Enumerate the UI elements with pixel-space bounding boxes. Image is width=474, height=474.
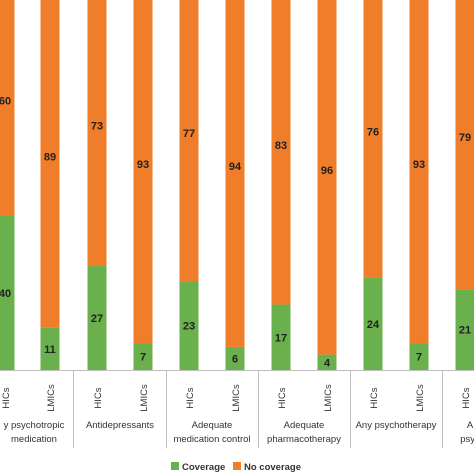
label-coverage-8: 24 bbox=[367, 319, 380, 331]
x-axis: HICs LMICs HICs LMICs HICs LMICs HICs LMICs HICs… bbox=[0, 370, 474, 448]
label-no-coverage-2: 73 bbox=[91, 121, 103, 133]
label-no-coverage-3: 93 bbox=[137, 159, 149, 171]
bar-no-coverage-9 bbox=[409, 0, 429, 344]
tick-label-6: HICs bbox=[277, 387, 288, 408]
label-coverage-6: 17 bbox=[275, 332, 287, 344]
bar-no-coverage-7 bbox=[317, 0, 337, 355]
bar-no-coverage-0 bbox=[0, 0, 15, 216]
bar-coverage-8 bbox=[363, 277, 383, 370]
tick-label-5: LMICs bbox=[231, 384, 242, 412]
legend-swatch-coverage bbox=[171, 462, 179, 470]
group-label-3-line-0: Adequate bbox=[284, 420, 325, 431]
legend: Coverage No coverage bbox=[171, 462, 301, 473]
label-coverage-3: 7 bbox=[140, 352, 146, 364]
label-coverage-10: 21 bbox=[459, 325, 471, 337]
legend-label-coverage: Coverage bbox=[182, 462, 225, 473]
label-coverage-4: 23 bbox=[183, 321, 195, 333]
bar-coverage-10 bbox=[455, 289, 474, 370]
bar-coverage-1 bbox=[40, 327, 60, 370]
group-label-2-line-1: medication control bbox=[173, 434, 250, 445]
legend-label-no-coverage: No coverage bbox=[244, 462, 301, 473]
label-no-coverage-10: 79 bbox=[459, 132, 471, 144]
group-label-5-line-1: psyc bbox=[460, 434, 474, 445]
bar-coverage-3 bbox=[133, 343, 153, 370]
label-no-coverage-0: 60 bbox=[0, 96, 11, 108]
bar-no-coverage-1 bbox=[40, 0, 60, 328]
bar-no-coverage-6 bbox=[271, 0, 291, 305]
bar-no-coverage-4 bbox=[179, 0, 199, 282]
bar-no-coverage-10 bbox=[455, 0, 474, 290]
tick-label-0: HICs bbox=[1, 387, 12, 408]
tick-label-9: LMICs bbox=[415, 384, 426, 412]
bar-coverage-4 bbox=[179, 281, 199, 370]
bar-coverage-2 bbox=[87, 266, 107, 370]
label-coverage-2: 27 bbox=[91, 313, 103, 325]
label-coverage-7: 4 bbox=[324, 357, 331, 369]
label-no-coverage-6: 83 bbox=[275, 140, 287, 152]
bar-coverage-7 bbox=[317, 354, 337, 370]
label-no-coverage-7: 96 bbox=[321, 165, 333, 177]
bars-layer bbox=[0, 0, 474, 370]
tick-label-3: LMICs bbox=[139, 384, 150, 412]
label-no-coverage-5: 94 bbox=[229, 161, 242, 173]
value-labels-layer: 40 60 11 89 27 73 7 93 23 77 6 94 17 83 4 96 24 76 7 93 21 79 bbox=[0, 96, 471, 370]
bar-no-coverage-5 bbox=[225, 0, 245, 347]
group-label-0-line-1: medication bbox=[11, 434, 57, 445]
label-coverage-5: 6 bbox=[232, 353, 238, 365]
legend-swatch-no-coverage bbox=[233, 462, 241, 470]
bar-no-coverage-8 bbox=[363, 0, 383, 278]
group-label-5-line-0: A bbox=[467, 420, 474, 431]
tick-label-4: HICs bbox=[185, 387, 196, 408]
bar-no-coverage-2 bbox=[87, 0, 107, 267]
tick-label-10: HICs bbox=[461, 387, 472, 408]
bar-coverage-9 bbox=[409, 343, 429, 370]
label-coverage-1: 11 bbox=[44, 344, 56, 356]
tick-label-7: LMICs bbox=[323, 384, 334, 412]
label-no-coverage-9: 93 bbox=[413, 159, 425, 171]
bar-coverage-0 bbox=[0, 216, 15, 370]
label-no-coverage-1: 89 bbox=[44, 151, 56, 163]
label-coverage-9: 7 bbox=[416, 352, 422, 364]
label-no-coverage-4: 77 bbox=[183, 128, 195, 140]
group-label-0-line-0: y psychotropic bbox=[4, 420, 65, 431]
bar-coverage-6 bbox=[271, 304, 291, 370]
bar-no-coverage-3 bbox=[133, 0, 153, 344]
label-no-coverage-8: 76 bbox=[367, 126, 379, 138]
tick-label-8: HICs bbox=[369, 387, 380, 408]
tick-label-2: HICs bbox=[93, 387, 104, 408]
label-coverage-0: 40 bbox=[0, 288, 11, 300]
group-label-1-line-0: Antidepressants bbox=[86, 420, 154, 431]
group-label-2-line-0: Adequate bbox=[192, 420, 233, 431]
bar-coverage-5 bbox=[225, 346, 245, 370]
tick-label-1: LMICs bbox=[46, 384, 57, 412]
group-label-4-line-0: Any psychotherapy bbox=[356, 420, 437, 431]
group-label-3-line-1: pharmacotherapy bbox=[267, 434, 341, 445]
